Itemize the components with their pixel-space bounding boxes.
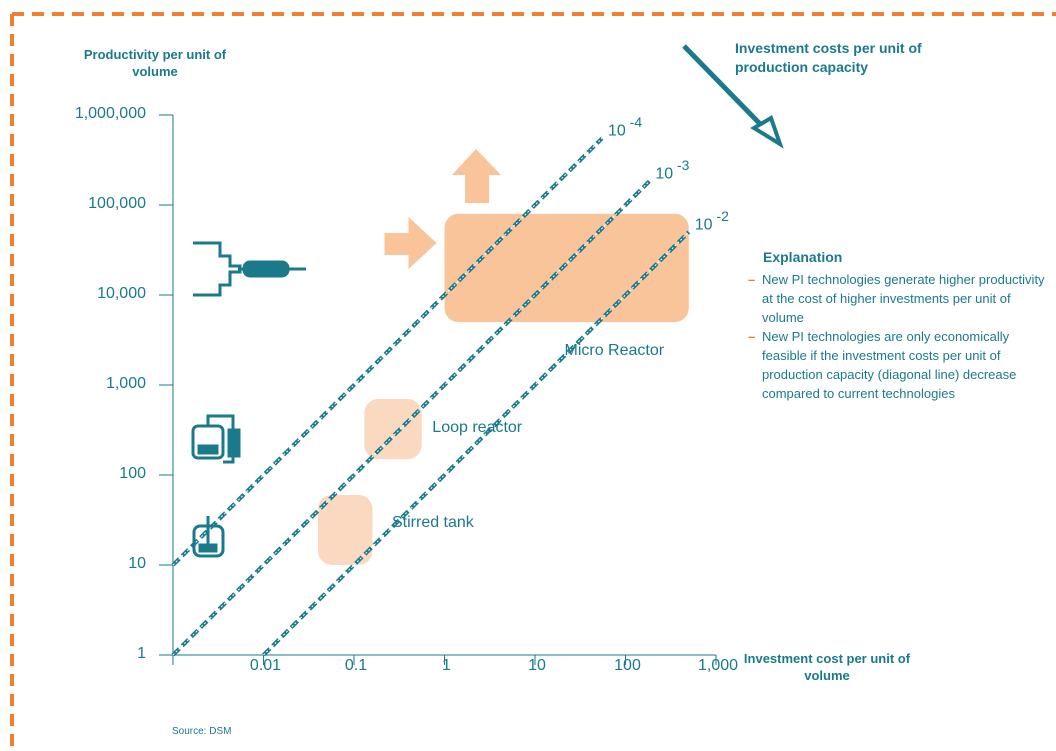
- x-tick-label: 1: [442, 657, 451, 674]
- diagonal-line: [171, 179, 651, 657]
- y-tick-label: 1,000,000: [74, 105, 146, 122]
- y-axis-label: Productivity per unit of volume: [83, 47, 227, 79]
- region-loop-reactor: [364, 398, 422, 460]
- x-axis-label: Investment cost per unit of volume: [743, 651, 911, 683]
- region-label: Micro Reactor: [564, 341, 665, 359]
- region-label: Loop reactor: [432, 418, 523, 436]
- micro-reactor-icon: [193, 241, 306, 297]
- x-tick-label: 100: [614, 657, 641, 674]
- x-tick-label: 0.01: [249, 657, 282, 674]
- y-tick-label: 1,000: [105, 375, 146, 392]
- y-tick-label: 100,000: [88, 195, 146, 212]
- x-tick-label: 1,000: [697, 657, 739, 674]
- explanation-item: – New PI technologies are only economica…: [748, 327, 1048, 403]
- source-note: Source: DSM: [172, 726, 232, 737]
- investment-arrow-label: Investment costs per unit of production …: [735, 40, 922, 75]
- y-tick-label: 100: [119, 465, 146, 482]
- y-tick-label: 10,000: [97, 285, 146, 302]
- explanation-box: Explanation – New PI technologies genera…: [748, 248, 1048, 403]
- y-tick-label: 10: [128, 555, 146, 572]
- dash-bullet: –: [748, 272, 756, 287]
- up-arrow: [452, 149, 501, 203]
- explanation-text: New PI technologies are only economicall…: [762, 329, 1017, 401]
- stirred-tank-icon: [192, 516, 225, 558]
- explanation-title: Explanation: [763, 249, 843, 265]
- investment-arrow-head: [750, 115, 784, 149]
- diagonal-line-dots: [172, 138, 603, 566]
- diagonal-line: [262, 230, 691, 657]
- region-stirred-tank: [317, 494, 373, 565]
- diagonal-line: [171, 136, 604, 567]
- diagonal-line-label: 10 -4: [608, 114, 643, 140]
- x-tick-label: 0.1: [344, 657, 368, 674]
- loop-reactor-icon: [191, 414, 241, 464]
- x-tick-label: 10: [528, 657, 546, 674]
- diagonal-line-label: 10 -3: [655, 157, 690, 183]
- dash-bullet: –: [748, 329, 756, 344]
- y-tick-label: 1: [137, 645, 146, 662]
- region-label: Stirred tank: [391, 513, 474, 531]
- explanation-item: – New PI technologies generate higher pr…: [748, 270, 1048, 327]
- left-arrow: [384, 217, 437, 269]
- investment-arrow-shaft: [682, 44, 768, 132]
- explanation-text: New PI technologies generate higher prod…: [762, 272, 1045, 325]
- diagonal-line-label: 10 -2: [694, 208, 729, 234]
